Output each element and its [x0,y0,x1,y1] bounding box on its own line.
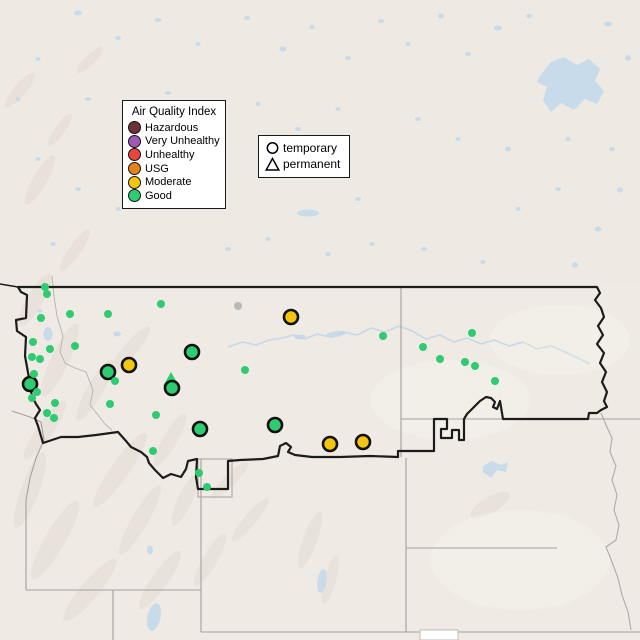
aqi-marker-small[interactable] [104,310,112,318]
aqi-marker-large[interactable] [21,375,39,393]
attribution-box [419,629,459,640]
permanent-label: permanent [283,157,341,171]
terrain-plains [370,305,630,610]
temporary-marker-icon [266,141,279,154]
aqi-marker-small[interactable] [468,329,476,337]
large-markers [21,308,372,453]
aqi-marker-small[interactable] [149,447,157,455]
aqi-swatch-icon [128,175,141,189]
aqi-marker-small[interactable] [157,300,165,308]
aqi-legend-row-good: Good [123,189,225,203]
aqi-marker-small[interactable] [461,358,469,366]
aqi-swatch-icon [128,189,141,203]
terrain-shading [5,46,510,622]
rivers [227,325,591,365]
aqi-marker-small[interactable] [41,283,49,291]
aqi-marker-small[interactable] [234,302,242,310]
aqi-legend-row-very_unhealthy: Very Unhealthy [123,134,225,149]
marker-type-legend: temporary permanent [258,135,350,178]
aqi-marker-small[interactable] [46,345,54,353]
aqi-marker-small[interactable] [491,377,499,385]
aqi-marker-small[interactable] [29,338,37,346]
region-boundary [0,283,609,491]
aqi-legend: Air Quality Index Hazardous Very Unhealth… [122,100,226,209]
aqi-legend-label: USG [145,162,169,175]
aqi-marker-large[interactable] [191,420,209,438]
aqi-marker-large[interactable] [183,343,201,361]
aqi-marker-small[interactable] [152,411,160,419]
aqi-marker-small[interactable] [28,394,36,402]
aqi-marker-small[interactable] [36,355,44,363]
aqi-marker-small[interactable] [37,314,45,322]
aqi-marker-small[interactable] [28,353,36,361]
small-markers [28,283,499,491]
aqi-marker-small[interactable] [50,414,58,422]
aqi-legend-label: Good [145,189,172,202]
aqi-marker-large[interactable] [282,308,300,326]
aqi-marker-small[interactable] [106,400,114,408]
aqi-legend-items: Hazardous Very Unhealthy Unhealthy USG Moder… [123,121,225,203]
aqi-legend-row-usg: USG [123,162,225,176]
aqi-marker-small[interactable] [43,290,51,298]
aqi-marker-small[interactable] [66,310,74,318]
aqi-legend-row-moderate: Moderate [123,175,225,189]
aqi-legend-label: Moderate [145,176,192,189]
aqi-legend-title: Air Quality Index [131,106,217,118]
aqi-marker-small[interactable] [419,343,427,351]
aqi-swatch-icon [128,148,141,162]
aqi-marker-small[interactable] [195,469,203,477]
aqi-swatch-icon [128,121,141,135]
aqi-marker-large[interactable] [266,416,284,434]
aqi-marker-large[interactable] [163,379,181,397]
aqi-marker-small[interactable] [33,388,41,396]
aqi-legend-label: Very Unhealthy [145,135,220,148]
aqi-swatch-icon [128,134,141,148]
aqi-swatch-icon [128,162,141,176]
aqi-marker-small[interactable] [43,409,51,417]
aqi-legend-label: Hazardous [145,121,199,134]
permanent-legend-row: permanent [265,156,349,172]
lakes [16,10,631,631]
aqi-legend-row-unhealthy: Unhealthy [123,148,225,162]
aqi-marker-large[interactable] [321,435,339,453]
aqi-marker-large[interactable] [99,363,117,381]
aqi-marker-small[interactable] [241,366,249,374]
aqi-legend-row-hazardous: Hazardous [123,121,225,135]
aqi-marker-large[interactable] [120,356,138,374]
aqi-legend-label: Unhealthy [145,148,195,161]
aqi-marker-small[interactable] [30,370,38,378]
permanent-marker-icon [265,156,280,171]
aqi-marker-small[interactable] [471,362,479,370]
aqi-marker-small[interactable] [203,483,211,491]
temporary-label: temporary [283,141,338,155]
aqi-marker-small[interactable] [111,377,119,385]
aqi-marker-small[interactable] [379,332,387,340]
aqi-marker-large[interactable] [354,433,372,451]
temporary-legend-row: temporary [265,140,349,156]
aqi-marker-small[interactable] [51,399,59,407]
aqi-marker-small[interactable] [436,355,444,363]
aqi-marker-small[interactable] [71,342,79,350]
